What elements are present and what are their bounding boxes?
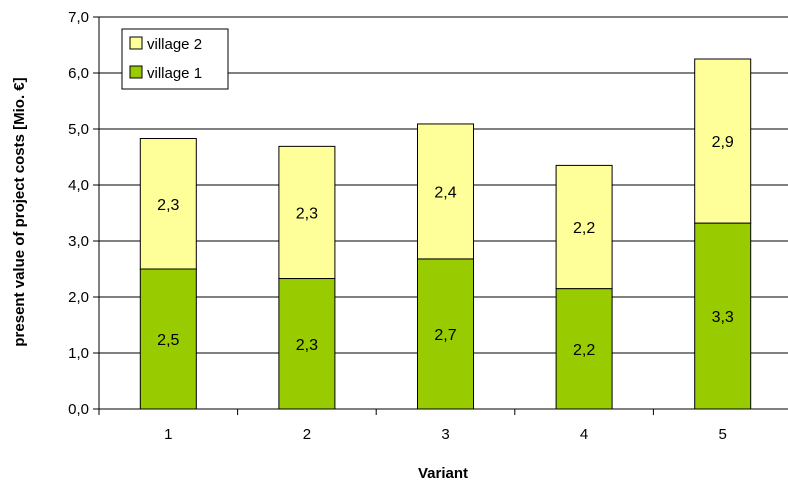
- bar-segment-village-2: [278, 145, 336, 280]
- x-tick-label: 2: [303, 426, 311, 443]
- x-tick-label: 3: [441, 426, 449, 443]
- data-label: 2,7: [434, 327, 456, 344]
- y-axis-title: present value of project costs [Mio. €]: [11, 77, 28, 346]
- legend: village 2 village 1: [121, 28, 229, 90]
- x-axis-title: Variant: [418, 465, 468, 482]
- y-tick-label: 6,0: [68, 65, 89, 82]
- data-label: 2,3: [296, 205, 318, 222]
- legend-swatch-village-2: [129, 36, 143, 50]
- bars: [139, 58, 752, 410]
- bar-segment-village-1: [555, 288, 613, 410]
- data-label: 2,3: [157, 197, 179, 214]
- data-label: 2,4: [434, 184, 456, 201]
- y-tick-label: 7,0: [68, 9, 89, 26]
- bar-segment-village-2: [694, 58, 752, 224]
- axes: 0,0 1,0 2,0 3,0 4,0 5,0 6,0 7,0 1 2 3 4 5: [68, 9, 788, 443]
- data-labels: 2,5 2,3 2,3 2,3 2,7 2,4 2,2 2,2 3,3 2,9: [157, 134, 734, 359]
- bar-segment-village-2: [139, 138, 197, 270]
- legend-swatch-village-1: [129, 65, 143, 79]
- y-tick-label: 2,0: [68, 289, 89, 306]
- y-tick-label: 1,0: [68, 345, 89, 362]
- y-tick-label: 3,0: [68, 233, 89, 250]
- data-label: 2,5: [157, 332, 179, 349]
- y-tick-label: 5,0: [68, 121, 89, 138]
- legend-label-village-2: village 2: [147, 36, 202, 53]
- x-tick-label: 4: [580, 426, 588, 443]
- data-label: 3,3: [712, 309, 734, 326]
- x-tick-label: 1: [164, 426, 172, 443]
- legend-label-village-1: village 1: [147, 65, 202, 82]
- bar-segment-village-2: [417, 123, 474, 260]
- y-tick-label: 0,0: [68, 401, 89, 418]
- y-tick-label: 4,0: [68, 177, 89, 194]
- data-label: 2,3: [296, 337, 318, 354]
- data-label: 2,2: [573, 342, 595, 359]
- bar-segment-village-1: [278, 278, 336, 410]
- data-label: 2,9: [712, 134, 734, 151]
- bar-segment-village-1: [417, 258, 474, 410]
- x-tick-label: 5: [719, 426, 727, 443]
- data-label: 2,2: [573, 220, 595, 237]
- bar-segment-village-1: [694, 222, 752, 410]
- bar-segment-village-2: [555, 164, 613, 290]
